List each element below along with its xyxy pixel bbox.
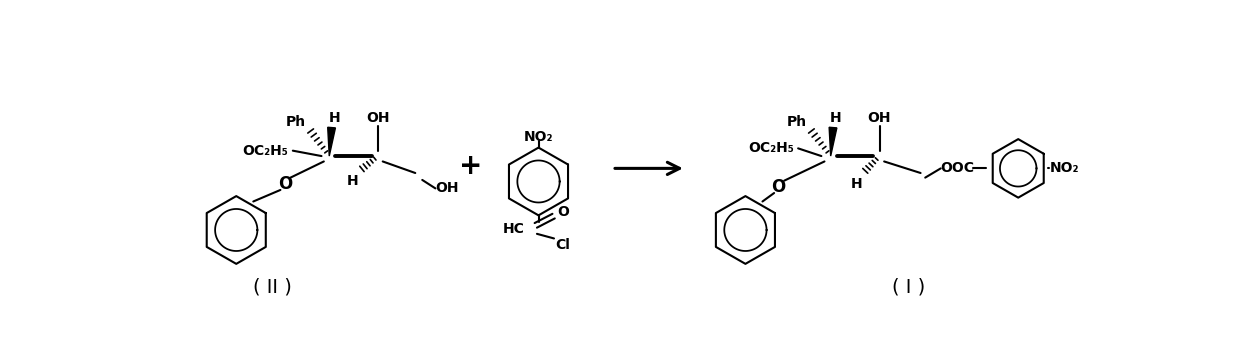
Text: H: H [347,174,358,189]
Text: Ph: Ph [286,115,306,129]
Text: ( II ): ( II ) [253,277,292,296]
Text: NO₂: NO₂ [1049,161,1079,175]
Text: OC₂H₅: OC₂H₅ [748,141,794,155]
Text: O: O [772,178,786,196]
Text: HC: HC [503,222,524,236]
Text: O: O [558,205,569,219]
Text: O: O [278,175,292,193]
Polygon shape [829,127,836,156]
Text: H: H [830,111,841,125]
Text: ( I ): ( I ) [892,277,924,296]
Text: OH: OH [435,182,458,195]
Text: Ph: Ph [787,115,807,129]
Polygon shape [327,127,336,156]
Text: OC₂H₅: OC₂H₅ [242,144,287,158]
Text: Cl: Cl [555,238,570,251]
Text: OH: OH [367,111,390,125]
Text: OOC: OOC [940,161,974,175]
Text: NO₂: NO₂ [524,130,554,144]
Text: H: H [328,111,341,125]
Text: +: + [460,152,483,180]
Text: H: H [850,177,862,191]
Text: OH: OH [867,111,891,125]
